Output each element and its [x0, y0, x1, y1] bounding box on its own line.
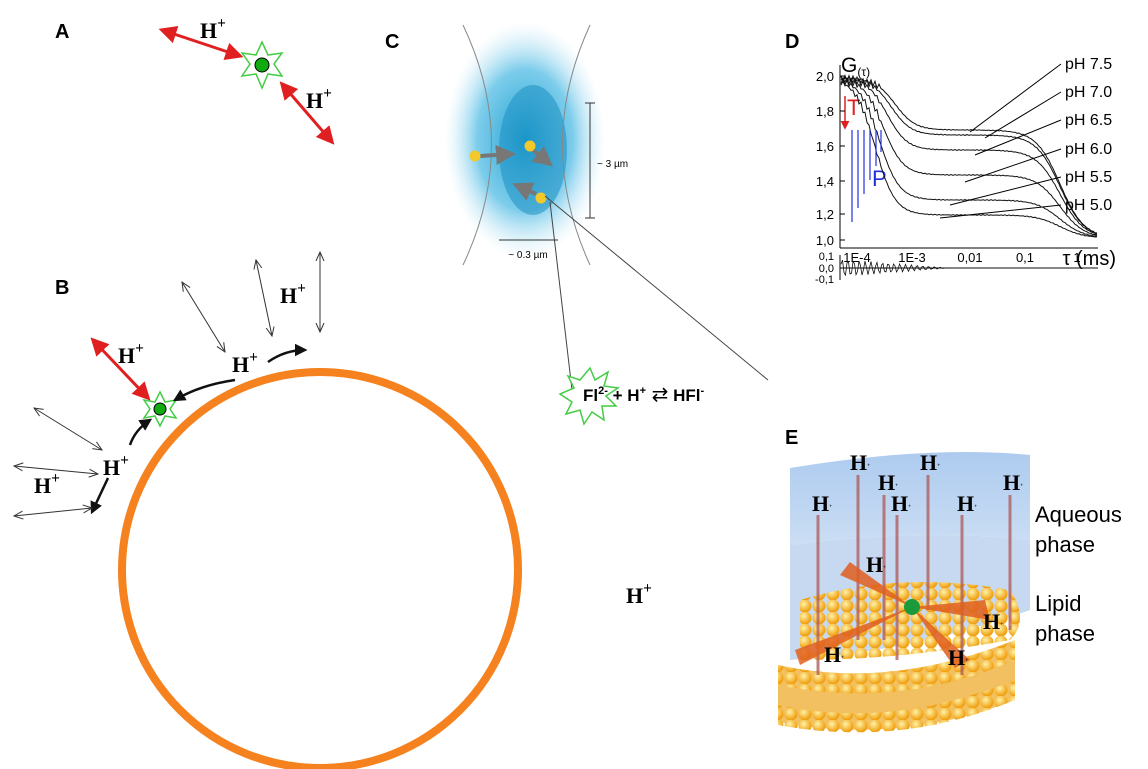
leader-line [965, 149, 1061, 182]
molecule [525, 141, 536, 152]
panel-label: A [55, 21, 69, 43]
t-label: T [847, 95, 860, 120]
fcs-curve [841, 78, 1097, 236]
scale-label: ~ 3 µm [597, 159, 628, 170]
panel-label: D [785, 31, 799, 53]
fcs-curve [841, 76, 1097, 233]
panel-e: Aqueous phase Lipid phase [778, 452, 1122, 732]
x-label: τ (ms) [1063, 248, 1116, 270]
series-label: pH 6.0 [1065, 141, 1112, 158]
y-tick-label: 1,8 [816, 104, 834, 119]
leader-line [975, 120, 1061, 155]
proton-label: H+ [232, 349, 258, 377]
fcs-curve [841, 76, 1097, 234]
panel-label: B [55, 277, 69, 299]
proton-label: H+ [103, 452, 129, 480]
arrow [480, 154, 512, 156]
leader-line [940, 205, 1061, 218]
fluorophore-core [255, 58, 269, 72]
phase-label: phase [1035, 532, 1095, 557]
leader-line [545, 196, 768, 380]
x-tick-label: 1 [1073, 250, 1080, 265]
x-tick-label: 0,1 [1016, 250, 1034, 265]
series-label: pH 6.5 [1065, 112, 1112, 129]
fcs-curve [841, 76, 1097, 234]
fluorophore-core [154, 403, 166, 415]
panel-c: ~ 3 µm ~ 0.3 µm Fl2- + H+ ⇄ HFl- [445, 22, 768, 424]
proton-label: H+ [626, 580, 652, 608]
x-tick-label: 1E-3 [898, 250, 925, 265]
phase-label: Aqueous [1035, 502, 1122, 527]
fcs-curve [841, 78, 1097, 235]
proton-label: H+ [280, 280, 306, 308]
leader-line [970, 64, 1061, 132]
series-label: pH 7.0 [1065, 84, 1112, 101]
fluorophore [904, 599, 920, 615]
arrow [130, 420, 150, 445]
residual-tick-label: -0,1 [815, 274, 834, 286]
series-label: pH 7.5 [1065, 56, 1112, 73]
molecule [536, 193, 547, 204]
x-tick-label: 0,01 [957, 250, 982, 265]
proton-label: H+ [306, 85, 332, 113]
panel-a [162, 30, 332, 142]
series-label: pH 5.5 [1065, 169, 1112, 186]
y-tick-label: 2,0 [816, 69, 834, 84]
fcs-curve [841, 81, 1097, 237]
arrow [92, 478, 108, 512]
phase-label: Lipid [1035, 591, 1081, 616]
panel-label: C [385, 31, 399, 53]
molecule [470, 151, 481, 162]
series-label: pH 5.0 [1065, 197, 1112, 214]
vesicle [122, 372, 518, 768]
panel-b [14, 252, 518, 768]
residual-tick-label: 0,1 [819, 251, 834, 263]
leader-line [985, 92, 1061, 138]
phase-label: phase [1035, 621, 1095, 646]
proton-label: H+ [118, 340, 144, 368]
panel-label: E [785, 427, 798, 449]
y-tick-label: 1,6 [816, 139, 834, 154]
figure: A B C D E [0, 0, 1148, 769]
y-tick-label: 1,0 [816, 233, 834, 248]
proton-label: H+ [34, 470, 60, 498]
scale-label: ~ 0.3 µm [508, 250, 547, 261]
arrow [268, 350, 305, 362]
proton-label: H+ [200, 15, 226, 43]
y-tick-label: 1,2 [816, 207, 834, 222]
y-tick-label: 1,4 [816, 174, 834, 189]
